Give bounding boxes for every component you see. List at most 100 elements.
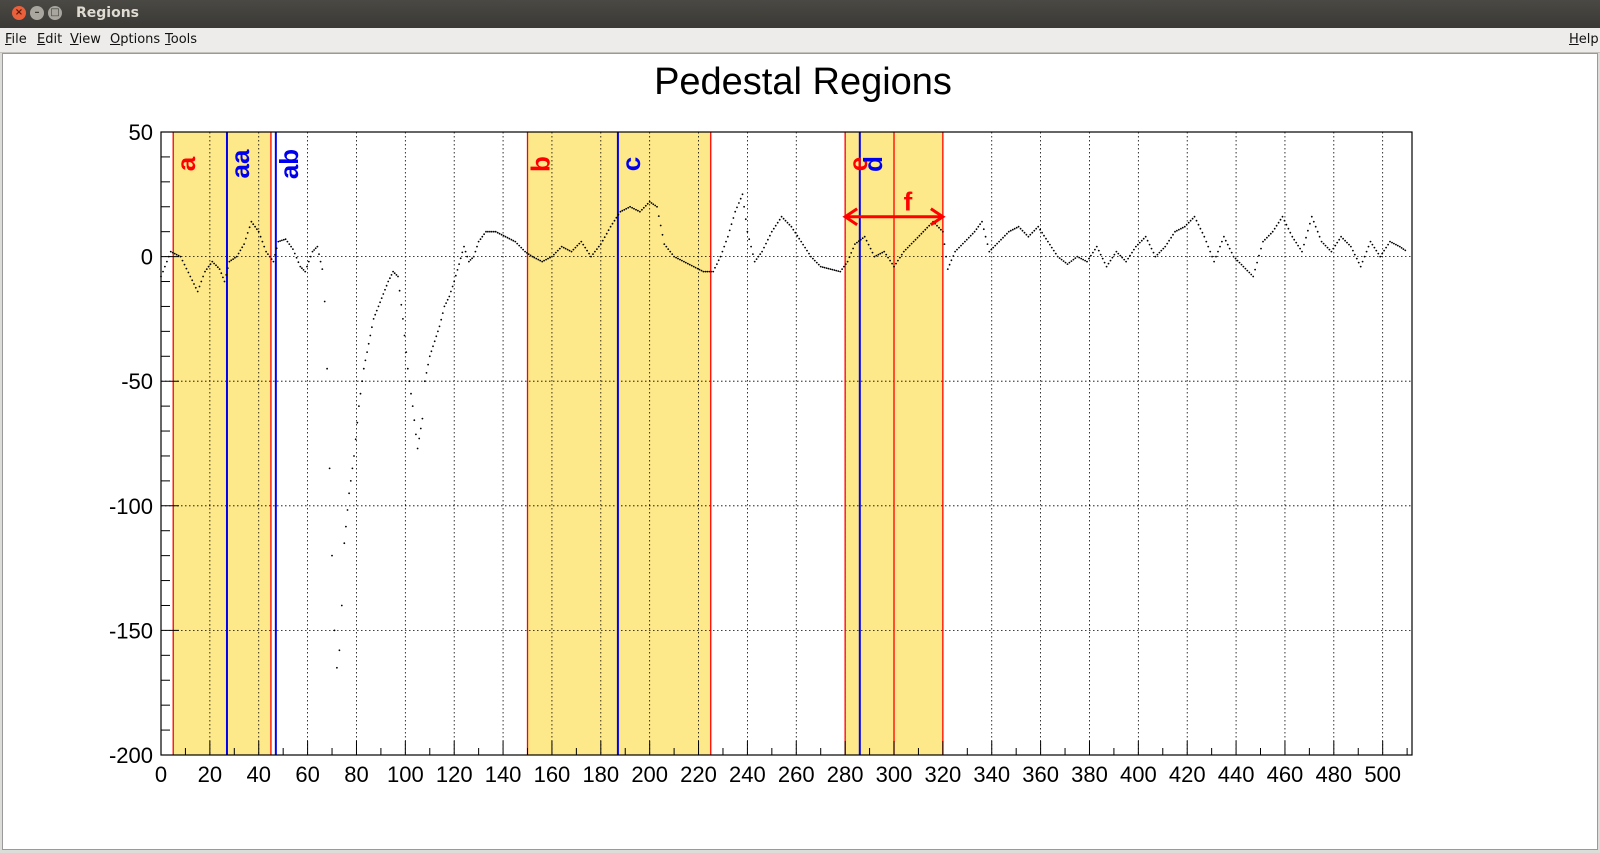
data-point — [844, 263, 847, 265]
data-point — [474, 250, 477, 253]
data-point — [403, 334, 406, 337]
data-point — [259, 235, 262, 238]
data-point — [234, 256, 236, 259]
data-point — [272, 260, 275, 263]
menu-options[interactable]: Options — [110, 32, 161, 47]
data-point — [406, 367, 409, 370]
data-point — [225, 274, 228, 276]
data-point — [529, 254, 532, 257]
data-point — [611, 222, 614, 225]
data-point — [1318, 235, 1321, 238]
data-point — [1027, 235, 1030, 238]
plot-canvas[interactable]: Pedestal Regions 0 20 40 60 80 100 120 140 160 18… — [2, 53, 1598, 850]
data-point — [256, 228, 258, 231]
data-point — [389, 277, 391, 280]
data-point — [1017, 225, 1020, 228]
menu-help[interactable]: Help — [1569, 32, 1599, 47]
menu-file[interactable]: File — [5, 32, 27, 47]
data-point — [1037, 225, 1040, 228]
data-point — [652, 203, 655, 206]
data-point — [1082, 258, 1084, 261]
data-point — [879, 252, 882, 255]
data-point — [979, 223, 981, 226]
data-point — [1080, 257, 1083, 260]
data-point — [1258, 254, 1260, 257]
data-point — [863, 235, 866, 238]
data-point — [846, 260, 849, 263]
data-point — [607, 229, 610, 232]
data-point — [1381, 252, 1384, 255]
data-point — [297, 261, 300, 264]
data-point — [746, 230, 749, 233]
data-point — [623, 208, 626, 211]
menu-view[interactable]: View — [70, 32, 101, 47]
data-point — [1041, 231, 1043, 234]
data-point — [418, 437, 421, 440]
data-point — [1131, 251, 1133, 254]
arrow-head-right — [930, 207, 946, 226]
data-point — [906, 246, 909, 249]
data-point — [1363, 255, 1366, 258]
data-point — [1246, 269, 1249, 272]
data-point — [448, 295, 451, 298]
maximize-icon[interactable]: □ — [48, 6, 62, 20]
data-point — [986, 243, 989, 246]
data-point — [1092, 251, 1094, 254]
data-point — [1142, 237, 1145, 240]
data-point — [1361, 260, 1364, 263]
data-point — [967, 236, 970, 239]
data-point — [817, 263, 820, 266]
data-point — [609, 225, 612, 228]
data-point — [956, 248, 958, 251]
data-point — [411, 405, 414, 407]
data-point — [1090, 254, 1092, 257]
region-lines — [172, 132, 944, 755]
data-point — [1305, 236, 1307, 239]
data-point — [313, 249, 315, 251]
data-point — [778, 218, 781, 221]
data-point — [1166, 242, 1169, 245]
data-point — [1269, 232, 1272, 235]
data-point — [531, 255, 534, 258]
data-point — [1066, 263, 1069, 265]
data-point — [216, 266, 219, 269]
data-point — [1279, 218, 1282, 221]
data-point — [1052, 249, 1055, 252]
data-point — [650, 202, 653, 204]
data-point — [450, 290, 452, 293]
menu-tools[interactable]: Tools — [165, 32, 198, 47]
data-point — [257, 230, 260, 233]
data-point — [235, 255, 238, 258]
data-point — [498, 232, 501, 235]
menu-edit[interactable]: Edit — [37, 32, 63, 47]
grid-lines — [161, 132, 1412, 755]
data-point — [1377, 252, 1380, 255]
data-point — [1398, 245, 1401, 248]
chart-svg: Pedestal Regions 0 20 40 60 80 100 120 140 160 18… — [109, 61, 1413, 787]
data-point — [369, 334, 372, 337]
data-point — [477, 240, 480, 243]
data-point — [419, 427, 422, 430]
data-point — [230, 259, 233, 262]
y-tick-label: 0 — [141, 245, 153, 270]
data-point — [1389, 240, 1391, 243]
data-point — [527, 253, 530, 256]
data-point — [973, 230, 976, 233]
data-point — [560, 245, 563, 248]
data-point — [316, 245, 319, 248]
data-point — [1244, 267, 1247, 270]
data-point — [950, 259, 953, 262]
data-point — [780, 215, 783, 218]
data-point — [570, 250, 573, 253]
data-point — [265, 250, 267, 253]
data-point — [1310, 215, 1313, 218]
data-point — [960, 244, 962, 247]
data-point — [1117, 252, 1120, 255]
data-point — [688, 263, 691, 266]
data-point — [642, 206, 645, 209]
minimize-icon[interactable]: – — [30, 6, 44, 20]
marker-label-ab: ab — [274, 149, 304, 179]
close-icon[interactable]: × — [12, 6, 26, 20]
data-point — [633, 207, 635, 210]
data-point — [641, 208, 643, 211]
